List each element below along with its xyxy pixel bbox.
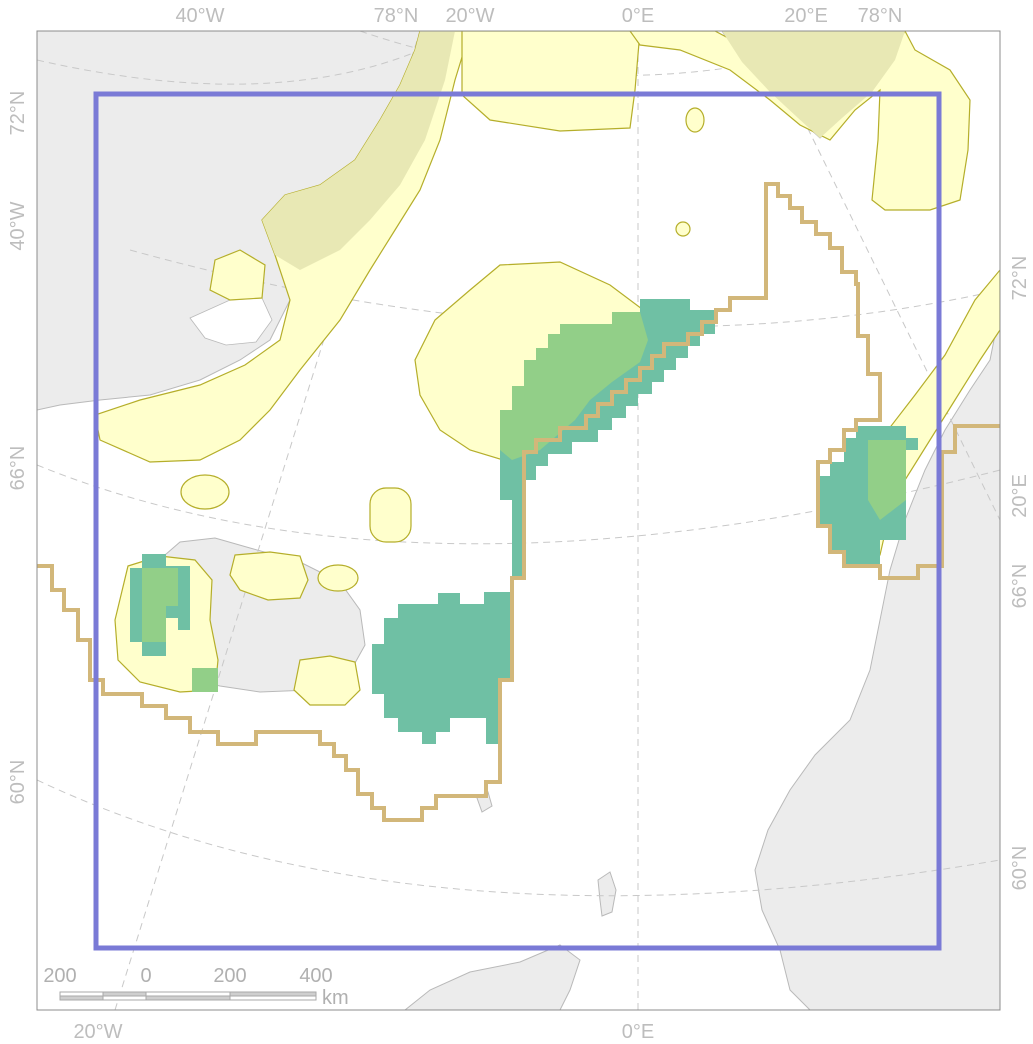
label-top-5: 78°N	[858, 5, 903, 27]
range-dot-2	[675, 221, 691, 237]
habitat-cells-iceland	[130, 554, 218, 692]
habitat-cells-ridge	[500, 299, 715, 578]
study-area-frame	[93, 91, 942, 951]
range-iceland-ne	[317, 564, 359, 592]
range-iceland-east	[293, 655, 361, 706]
label-top-4: 20°E	[784, 5, 828, 27]
range-greenland-fjord-patch	[209, 249, 266, 301]
label-left-1: 40°W	[7, 201, 29, 250]
range-iceland-north	[229, 551, 309, 601]
label-right-3: 60°N	[1009, 846, 1031, 891]
scotland-landmass	[404, 944, 581, 1010]
scale-unit: km	[322, 987, 349, 1009]
boundary-line	[37, 182, 1000, 822]
label-left-0: 72°N	[7, 91, 29, 136]
label-bottom-0: 20°W	[73, 1021, 122, 1043]
label-right-2: 66°N	[1009, 564, 1031, 609]
label-top-3: 0°E	[622, 5, 654, 27]
greenland-coast-overlap	[262, 31, 455, 270]
scale-bar: 200 0 200 400 km	[43, 965, 348, 1009]
range-jan-mayen-north	[461, 31, 641, 132]
label-top-2: 20°W	[445, 5, 494, 27]
label-left-3: 60°N	[7, 760, 29, 805]
svalbard-overlap	[722, 31, 905, 138]
label-bottom-1: 0°E	[622, 1021, 654, 1043]
label-right-1: 20°E	[1009, 474, 1031, 518]
scale-tick-1: 0	[140, 965, 151, 987]
habitat-cells-norway	[818, 426, 918, 566]
range-islet-b	[369, 487, 412, 543]
range-dot-1	[685, 107, 705, 133]
map-border	[36, 30, 1001, 1011]
range-islet-a	[180, 474, 230, 510]
scale-tick-2: 200	[213, 965, 246, 987]
label-top-1: 78°N	[374, 5, 419, 27]
label-left-2: 66°N	[7, 446, 29, 491]
label-top-0: 40°W	[175, 5, 224, 27]
label-right-0: 72°N	[1009, 256, 1031, 301]
scale-tick-3: 400	[299, 965, 332, 987]
scale-tick-0: 200	[43, 965, 76, 987]
shetland-islands	[597, 871, 617, 917]
habitat-cells-faroe	[372, 592, 510, 744]
